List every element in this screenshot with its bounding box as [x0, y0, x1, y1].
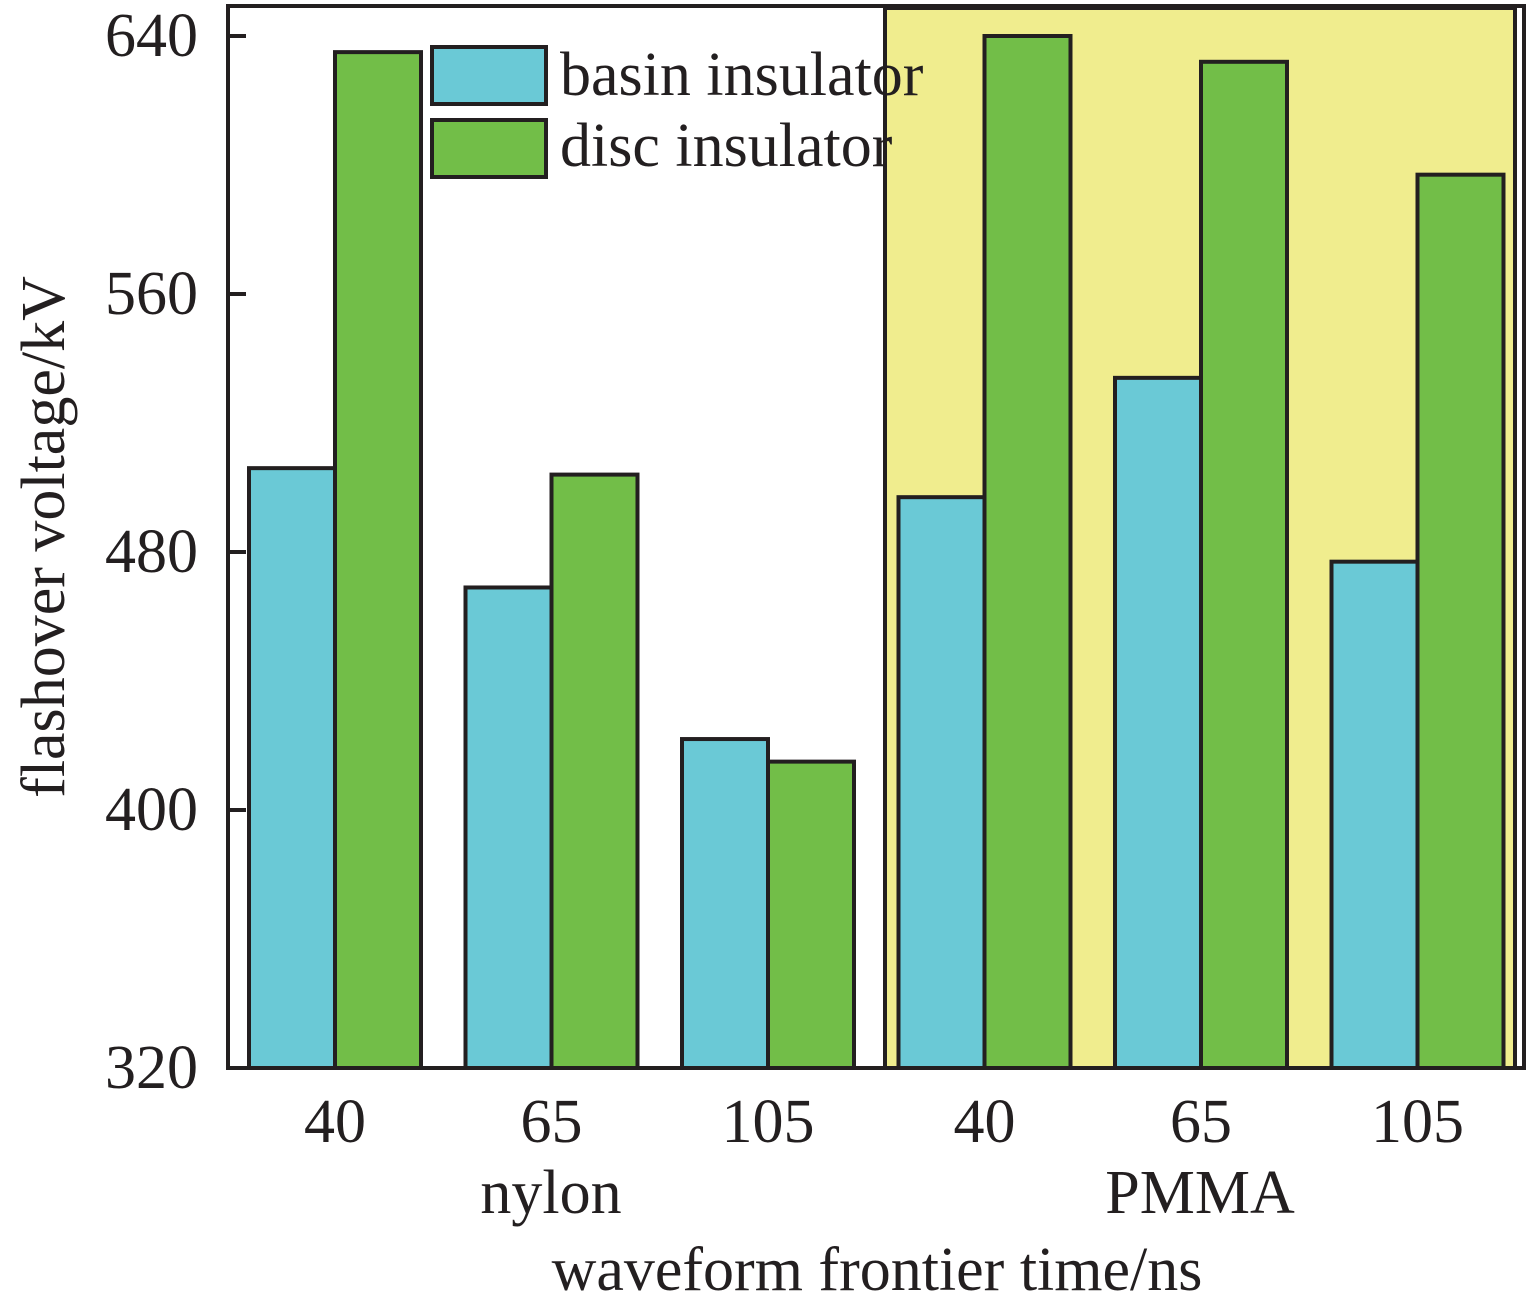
y-axis-title: flashover voltage/kV: [10, 276, 78, 798]
x-tick-label: 105: [722, 1088, 815, 1156]
x-tick-label: 105: [1371, 1088, 1464, 1156]
bar-nylon-65-disc: [549, 472, 640, 1071]
bar-nylon-65-basin: [463, 585, 554, 1070]
legend-label-basin: basin insulator: [560, 41, 924, 109]
bar-nylon-105-basin: [680, 737, 770, 1070]
x-tick-label: 65: [521, 1088, 583, 1156]
bars-layer: [247, 34, 1506, 1071]
legend-label-disc: disc insulator: [560, 112, 893, 180]
bar-pmma-40-basin: [896, 495, 987, 1070]
bar-nylon-105-disc: [766, 759, 856, 1070]
x-axis: 40 65 105 40 65 105: [304, 1088, 1464, 1156]
y-tick-label: 480: [105, 518, 198, 586]
bar-pmma-40-disc: [982, 34, 1073, 1070]
x-tick-label: 40: [304, 1088, 366, 1156]
x-tick-label: 40: [954, 1088, 1016, 1156]
x-axis-title: waveform frontier time/ns: [552, 1236, 1203, 1304]
bar-pmma-105-disc: [1415, 172, 1506, 1071]
legend-swatch-disc: [430, 118, 548, 179]
bar-pmma-65-disc: [1199, 59, 1289, 1071]
bar-pmma-65-basin: [1113, 375, 1203, 1071]
plot-frame: [226, 4, 1526, 1070]
group-label-pmma: PMMA: [1105, 1159, 1295, 1227]
y-tick-label: 320: [105, 1034, 198, 1102]
y-tick-label: 560: [105, 260, 198, 328]
bar-pmma-105-basin: [1329, 559, 1420, 1070]
group-label-nylon: nylon: [480, 1159, 621, 1227]
y-axis: 320 400 480 560 640: [105, 2, 246, 1102]
bar-nylon-40-basin: [247, 466, 337, 1070]
legend-swatch-basin: [430, 45, 548, 106]
x-tick-label: 65: [1170, 1088, 1232, 1156]
bar-nylon-40-disc: [333, 50, 423, 1070]
legend: basin insulator disc insulator: [430, 41, 924, 180]
y-tick-label: 640: [105, 2, 198, 70]
y-tick-label: 400: [105, 776, 198, 844]
